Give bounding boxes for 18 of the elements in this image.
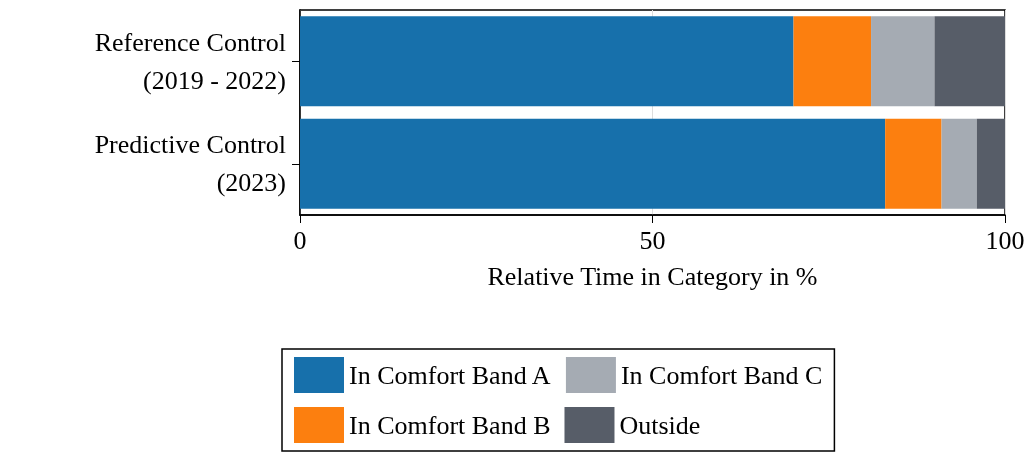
bar [934,16,1005,107]
bar [941,118,977,209]
x-tick-label: 100 [985,225,1025,255]
x-tick-label: 0 [293,225,307,255]
y-tick-label: Predictive Control (2023) [94,130,286,198]
y-tick-label: Reference Control (2019 - 2022) [94,27,286,95]
legend-label: In Comfort Band B [349,410,551,440]
bar [871,16,935,107]
x-tick-label: 50 [639,225,666,255]
legend-label: In Comfort Band C [620,360,823,390]
bar [300,118,886,209]
bar [793,16,872,107]
bar [976,118,1005,209]
bar [885,118,942,209]
x-axis-title: Relative Time in Category in % [487,261,818,291]
bar [300,16,794,107]
legend-label: In Comfort Band A [349,360,551,390]
legend-label: Outside [619,410,701,440]
